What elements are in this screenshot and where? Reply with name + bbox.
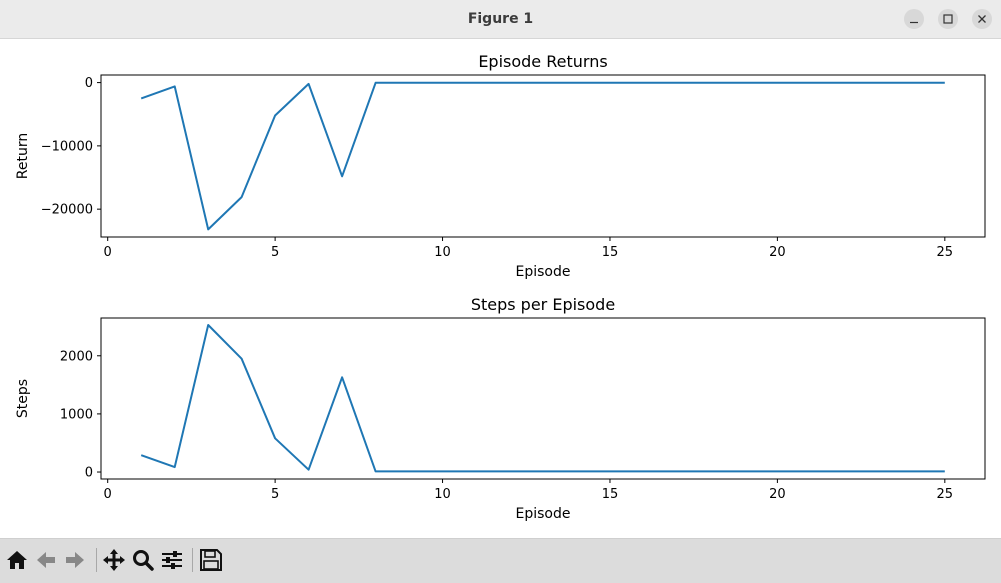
close-button[interactable] [972,9,992,29]
x-tick-label: 0 [104,487,112,502]
y-tick-label: −20000 [41,203,93,218]
minimize-icon [910,21,918,24]
series-line [140,324,945,473]
forward-button[interactable] [62,547,88,573]
x-axis-label: Episode [516,506,571,522]
configure-subplots-icon [162,551,182,569]
maximize-icon [943,14,953,24]
zoom-button[interactable] [130,547,156,573]
zoom-icon [133,550,154,571]
axes-frame [100,317,986,480]
x-tick-label: 25 [937,487,954,502]
series-line [140,81,945,231]
x-tick-label: 10 [434,487,451,502]
pan-button[interactable] [101,547,127,573]
x-tick-label: 20 [769,487,786,502]
close-icon [978,15,986,23]
y-axis-label: Steps [15,379,31,418]
axes-frame [100,74,986,238]
x-tick-label: 10 [434,245,451,260]
y-tick-label: 2000 [60,349,93,364]
back-button[interactable] [33,547,59,573]
x-tick-label: 15 [602,487,619,502]
minimize-button[interactable] [904,9,924,29]
y-tick-label: 1000 [60,407,93,422]
home-icon [7,551,27,569]
toolbar-separator [96,548,97,572]
x-tick-label: 15 [602,245,619,260]
save-button[interactable] [198,547,224,573]
x-tick-label: 5 [271,245,279,260]
x-tick-label: 25 [937,245,954,260]
forward-icon [66,552,84,568]
window-titlebar: Figure 1 [0,0,1001,39]
x-axis-label: Episode [516,264,571,280]
y-tick-label: 0 [85,466,93,481]
x-tick-label: 5 [271,487,279,502]
save-icon [200,549,222,571]
y-tick-label: −10000 [41,139,93,154]
figure-canvas[interactable]: Episode Returns 0 5 10 15 20 25 0 −10000 −20000 Ep… [0,38,1001,538]
back-icon [37,552,55,568]
x-tick-label: 20 [769,245,786,260]
chart-title: Steps per Episode [471,295,615,314]
maximize-button[interactable] [938,9,958,29]
x-tick-label: 0 [104,245,112,260]
pan-icon [103,549,125,571]
y-axis-label: Return [15,133,31,179]
figure-svg: Episode Returns 0 5 10 15 20 25 0 −10000 −20000 Ep… [15,52,986,522]
navigation-toolbar [0,538,1001,583]
home-button[interactable] [4,547,30,573]
window-title: Figure 1 [467,11,534,27]
y-tick-label: 0 [85,76,93,91]
configure-subplots-button[interactable] [159,547,185,573]
chart-title: Episode Returns [478,52,607,71]
toolbar-separator [192,548,193,572]
